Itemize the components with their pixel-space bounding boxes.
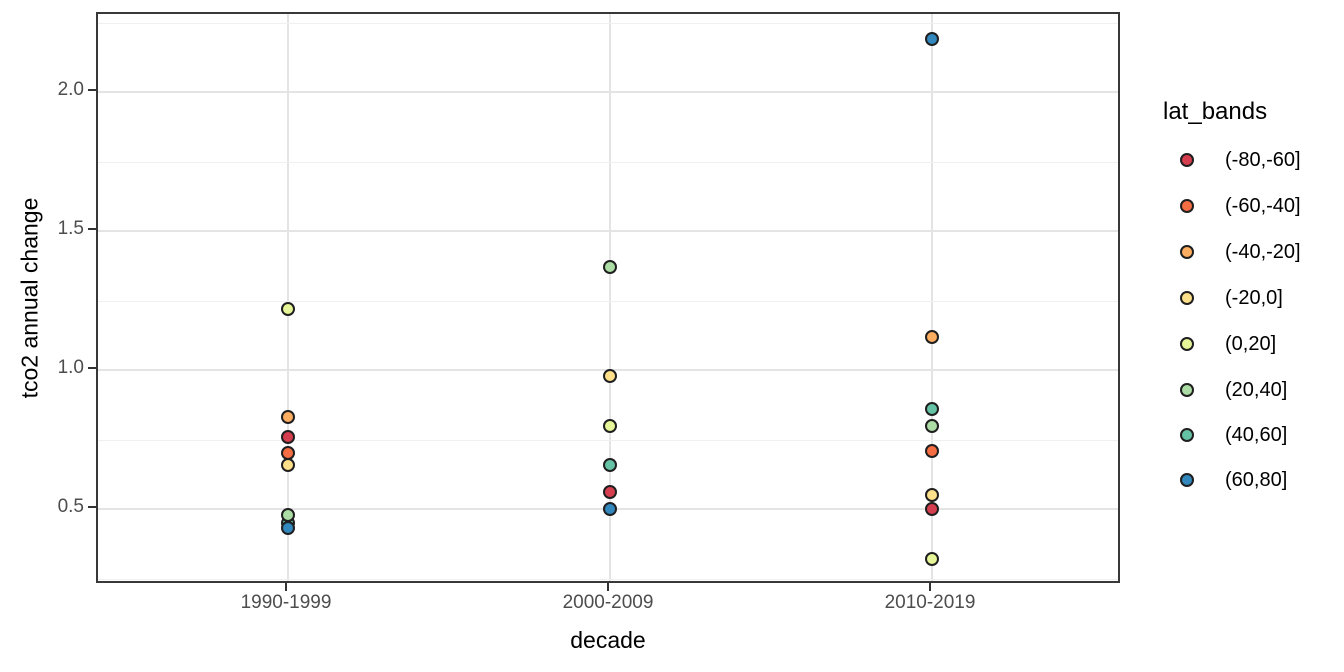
x-tick-label: 1990-1999 (240, 592, 332, 613)
legend-key-icon (1180, 199, 1194, 213)
data-point (603, 457, 617, 472)
plot-panel (96, 12, 1120, 583)
legend-entry-label: (-20,0] (1225, 287, 1283, 309)
minor-gridline (98, 300, 1118, 302)
legend-key-icon (1180, 428, 1194, 442)
legend-title: lat_bands (1163, 98, 1268, 125)
minor-gridline (98, 439, 1118, 441)
major-gridline (98, 91, 1118, 93)
vertical-gridline (931, 14, 933, 581)
data-point (925, 552, 939, 567)
data-point (603, 260, 617, 275)
data-point (925, 418, 939, 433)
vertical-gridline (609, 14, 611, 581)
data-point (603, 368, 617, 383)
data-point (281, 457, 295, 472)
data-point (281, 521, 295, 536)
legend-entry-label: (-80,-60] (1225, 149, 1301, 171)
legend-key-icon (1180, 337, 1194, 351)
data-point (603, 485, 617, 500)
data-point (925, 443, 939, 458)
y-axis-tick (88, 228, 96, 230)
x-tick-label: 2010-2019 (884, 592, 976, 613)
y-axis-tick (88, 367, 96, 369)
y-axis-tick (88, 89, 96, 91)
data-point (603, 502, 617, 516)
legend-key-icon (1180, 291, 1194, 305)
x-axis-tick (929, 583, 931, 591)
legend-entry-label: (0,20] (1225, 333, 1277, 355)
x-axis-title: decade (570, 627, 646, 653)
data-point (925, 401, 939, 416)
y-axis-tick (88, 506, 96, 508)
data-point (925, 502, 939, 516)
y-tick-label: 1.5 (57, 218, 84, 239)
y-tick-label: 0.5 (57, 496, 84, 517)
vertical-gridline (287, 14, 289, 581)
y-tick-label: 1.0 (57, 357, 84, 378)
x-axis-tick (285, 583, 287, 591)
data-point (925, 329, 939, 344)
minor-gridline (98, 578, 1118, 580)
legend-key-icon (1180, 153, 1194, 167)
data-point (925, 488, 939, 503)
minor-gridline (98, 161, 1118, 163)
legend-entry-label: (60,80] (1225, 469, 1288, 491)
legend-key-icon (1180, 245, 1194, 259)
y-tick-label: 2.0 (57, 79, 84, 100)
data-point (281, 429, 295, 444)
data-point (603, 418, 617, 433)
x-axis-tick (607, 583, 609, 591)
major-gridline (98, 230, 1118, 232)
x-tick-label: 2000-2009 (562, 592, 654, 613)
legend-key-icon (1180, 383, 1194, 397)
legend-entry-label: (20,40] (1225, 379, 1288, 401)
minor-gridline (98, 22, 1118, 24)
legend-entry-label: (-60,-40] (1225, 195, 1301, 217)
legend-entry-label: (-40,-20] (1225, 241, 1301, 263)
data-point (281, 410, 295, 425)
data-point (281, 301, 295, 316)
data-point (925, 32, 939, 47)
legend-key-icon (1180, 473, 1194, 487)
legend-entry-label: (40,60] (1225, 424, 1288, 446)
data-point (281, 507, 295, 522)
